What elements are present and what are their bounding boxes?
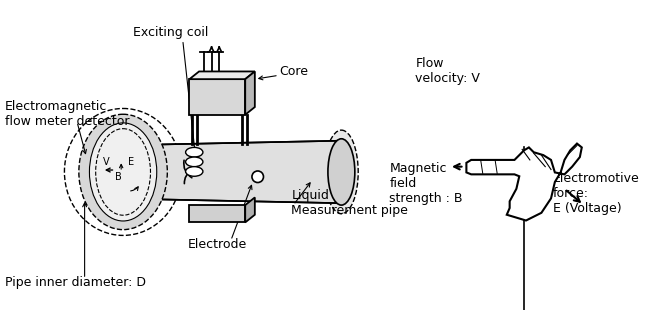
Text: Electrode: Electrode bbox=[187, 238, 247, 251]
Text: Electromagnetic
flow meter detector: Electromagnetic flow meter detector bbox=[5, 100, 129, 128]
Polygon shape bbox=[246, 198, 255, 222]
Polygon shape bbox=[110, 141, 342, 203]
Ellipse shape bbox=[325, 130, 358, 214]
Ellipse shape bbox=[252, 171, 264, 183]
Polygon shape bbox=[466, 143, 582, 221]
Ellipse shape bbox=[328, 139, 355, 205]
Text: Flow
velocity: V: Flow velocity: V bbox=[415, 58, 481, 85]
Text: B: B bbox=[115, 172, 121, 182]
Text: Exciting coil: Exciting coil bbox=[133, 27, 209, 40]
Polygon shape bbox=[189, 79, 246, 115]
Polygon shape bbox=[189, 205, 246, 222]
Ellipse shape bbox=[79, 114, 167, 230]
Text: Magnetic
field
strength : B: Magnetic field strength : B bbox=[389, 162, 463, 205]
Text: Liquid
Measurement pipe: Liquid Measurement pipe bbox=[291, 189, 408, 217]
Text: E: E bbox=[128, 157, 134, 167]
Ellipse shape bbox=[97, 143, 124, 201]
Ellipse shape bbox=[185, 167, 203, 176]
Ellipse shape bbox=[185, 148, 203, 157]
Text: Electromotive
force:
E (Voltage): Electromotive force: E (Voltage) bbox=[553, 172, 640, 215]
Text: V: V bbox=[103, 157, 109, 167]
Polygon shape bbox=[246, 71, 255, 115]
Text: Core: Core bbox=[279, 65, 308, 78]
Polygon shape bbox=[189, 71, 255, 79]
Text: Pipe inner diameter: D: Pipe inner diameter: D bbox=[5, 276, 146, 289]
Ellipse shape bbox=[185, 157, 203, 167]
Ellipse shape bbox=[89, 123, 157, 221]
